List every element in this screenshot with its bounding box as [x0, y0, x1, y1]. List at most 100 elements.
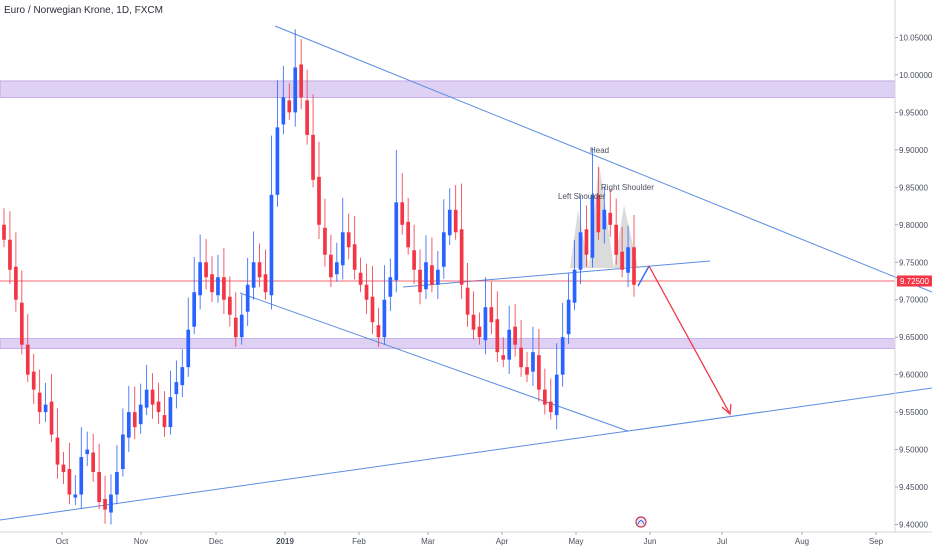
- candle-body: [150, 389, 155, 405]
- candle-body: [525, 367, 529, 375]
- x-tick-label: 2019: [276, 537, 294, 546]
- candle-body: [471, 314, 476, 330]
- x-tick-label: Oct: [56, 537, 69, 546]
- candle-body: [590, 194, 595, 258]
- candle-body: [168, 397, 173, 428]
- candle-body: [85, 449, 90, 455]
- lower-wedge-trendline: [239, 292, 629, 432]
- candle-body: [430, 265, 434, 285]
- candle-body: [174, 382, 179, 395]
- candle-body: [204, 262, 208, 278]
- candle-body: [548, 401, 553, 413]
- candle-body: [376, 325, 381, 338]
- candle-body: [418, 269, 422, 293]
- candle-body: [340, 232, 345, 266]
- candle-body: [257, 262, 262, 278]
- y-tick-label: 9.45000: [899, 483, 928, 492]
- candle-body: [501, 355, 506, 360]
- y-tick-label: 9.75000: [899, 258, 928, 267]
- candle-body: [495, 319, 500, 353]
- candle-body: [441, 232, 446, 267]
- y-tick-label: 9.90000: [899, 146, 928, 155]
- candle-body: [67, 469, 72, 495]
- candle-body: [602, 209, 607, 230]
- candle-body: [49, 401, 54, 435]
- annotation-right-shoulder: Right Shoulder: [601, 183, 654, 192]
- candle-body: [578, 232, 583, 270]
- y-tick-label: 9.80000: [899, 221, 928, 230]
- candle-body: [400, 202, 405, 225]
- chart-title: Euro / Norwegian Krone, 1D, FXCM: [4, 5, 163, 16]
- target-arrow: [648, 265, 731, 415]
- candle-body: [31, 371, 36, 390]
- candle-body: [632, 247, 636, 285]
- y-tick-label: 9.70000: [899, 296, 928, 305]
- candles-layer: [2, 29, 636, 525]
- candle-body: [132, 412, 137, 428]
- plot-background: [0, 0, 895, 532]
- candle-body: [239, 314, 244, 338]
- current-price-tag: 9.72500: [897, 275, 932, 287]
- candle-body: [25, 344, 30, 375]
- candle-body: [37, 392, 42, 413]
- candle-body: [614, 224, 619, 255]
- candle-body: [299, 64, 304, 98]
- candle-body: [91, 452, 95, 473]
- candle-body: [394, 202, 399, 281]
- candle-body: [263, 274, 268, 293]
- candle-body: [73, 494, 78, 498]
- candle-body: [156, 401, 161, 413]
- y-tick-label: 9.40000: [899, 521, 928, 530]
- candle-body: [584, 229, 589, 255]
- current-price-label: 9.72500: [900, 277, 929, 286]
- right-shoulder-shape: [614, 205, 638, 268]
- x-tick-label: Sep: [869, 537, 884, 546]
- candle-body: [97, 472, 101, 503]
- price-axis: 10.05000 10.00000 9.95000 9.90000 9.85000 9.8…: [895, 33, 932, 530]
- candle-body: [55, 437, 60, 465]
- candle-body: [210, 274, 214, 293]
- candle-body: [14, 266, 18, 300]
- candle-body: [531, 352, 535, 372]
- y-tick-label: 9.50000: [899, 446, 928, 455]
- head-shape: [589, 163, 614, 268]
- x-tick-label: May: [568, 537, 583, 546]
- x-tick-label: Nov: [134, 537, 148, 546]
- candle-body: [537, 355, 541, 390]
- candle-body: [281, 97, 286, 125]
- candle-body: [162, 415, 167, 428]
- y-tick-label: 10.00000: [899, 71, 932, 80]
- projection-arrows: [637, 265, 732, 416]
- candle-body: [180, 367, 185, 386]
- tradingview-logo-icon: [635, 516, 647, 528]
- candle-body: [459, 229, 464, 285]
- candle-body: [61, 464, 66, 473]
- candle-body: [126, 412, 131, 438]
- candle-body: [216, 277, 220, 296]
- candle-body: [596, 194, 601, 233]
- candle-body: [192, 292, 197, 327]
- candle-body: [608, 212, 613, 225]
- candle-body: [251, 262, 256, 288]
- candle-body: [228, 296, 232, 315]
- candle-body: [186, 329, 191, 368]
- candle-body: [109, 494, 113, 513]
- trendlines-layer: [0, 25, 932, 521]
- candle-body: [233, 317, 238, 338]
- candle-body: [43, 404, 48, 413]
- candle-body: [382, 299, 387, 338]
- neckline: [402, 260, 711, 288]
- x-tick-label: Apr: [496, 537, 509, 546]
- candle-body: [424, 262, 428, 290]
- candle-body: [513, 326, 517, 345]
- long-support-trendline: [0, 387, 932, 521]
- candle-body: [121, 434, 125, 470]
- candle-body: [358, 272, 363, 285]
- current-price-tag-background: [897, 275, 932, 287]
- candle-body: [198, 262, 202, 296]
- candle-body: [364, 284, 369, 300]
- time-axis: Oct Nov Dec 2019 Feb Mar Apr May Jun Jul Aug Sep: [56, 532, 884, 546]
- annotation-left-shoulder: Left Shoulder: [558, 192, 606, 201]
- candle-body: [406, 221, 410, 248]
- candle-body: [626, 247, 630, 273]
